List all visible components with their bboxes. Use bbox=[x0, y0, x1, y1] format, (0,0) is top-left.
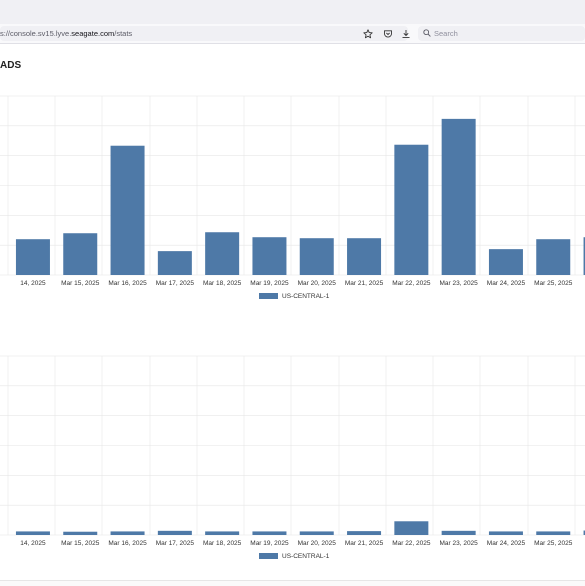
x-tick-label: 14, 2025 bbox=[20, 280, 46, 287]
bar[interactable] bbox=[394, 144, 429, 275]
x-tick-label: Mar 20, 2025 bbox=[298, 280, 337, 287]
bar[interactable] bbox=[536, 239, 571, 275]
bar[interactable] bbox=[63, 531, 98, 535]
bar[interactable] bbox=[15, 239, 50, 275]
browser-tab-strip bbox=[0, 0, 585, 24]
url-prefix: s://console.sv15.lyve. bbox=[0, 29, 72, 38]
legend-swatch bbox=[259, 553, 278, 559]
bar[interactable] bbox=[252, 531, 287, 535]
bar[interactable] bbox=[157, 251, 192, 275]
address-bar[interactable]: s://console.sv15.lyve.seagate.com/stats bbox=[0, 26, 408, 41]
x-tick-label: Mar 15, 2025 bbox=[61, 540, 100, 547]
x-tick-label: Mar 19, 2025 bbox=[250, 280, 289, 287]
x-tick-label: Mar 20, 2025 bbox=[298, 540, 337, 547]
x-tick-label: Mar 16, 2025 bbox=[108, 540, 147, 547]
browser-toolbar: s://console.sv15.lyve.seagate.com/stats bbox=[0, 24, 585, 44]
x-tick-label: Mar 19, 2025 bbox=[250, 540, 289, 547]
x-tick-label: Mar 22, 2025 bbox=[392, 540, 431, 547]
chart-title: ADS bbox=[0, 60, 22, 71]
legend-swatch bbox=[259, 293, 278, 299]
x-tick-label: Mar 15, 2025 bbox=[61, 280, 100, 287]
bar[interactable] bbox=[110, 531, 145, 535]
bar[interactable] bbox=[347, 531, 382, 535]
legend-label: US-CENTRAL-1 bbox=[282, 293, 330, 300]
grid-lines bbox=[0, 355, 585, 536]
x-tick-label: Mar 17, 2025 bbox=[156, 280, 195, 287]
bar[interactable] bbox=[252, 237, 287, 275]
url-host: seagate.com bbox=[71, 29, 115, 38]
bar[interactable] bbox=[347, 238, 382, 275]
secondary-bar-chart: 14, 2025 Mar 15, 2025 Mar 16, 2025 Mar 17, … bbox=[0, 355, 585, 560]
x-tick-label: Mar 23, 2025 bbox=[439, 280, 478, 287]
legend[interactable]: US-CENTRAL-1 bbox=[259, 293, 330, 300]
bar[interactable] bbox=[488, 249, 523, 275]
bar[interactable] bbox=[536, 531, 571, 535]
pocket-icon[interactable] bbox=[381, 26, 395, 41]
x-tick-label: Mar 17, 2025 bbox=[156, 540, 195, 547]
x-tick-label: Mar 21, 2025 bbox=[345, 540, 384, 547]
x-tick-label: Mar 24, 2025 bbox=[487, 540, 526, 547]
x-tick-label: 14, 2025 bbox=[20, 540, 46, 547]
bookmark-star-icon[interactable] bbox=[361, 26, 375, 41]
downloads-bar-chart: 14, 2025 Mar 15, 2025 Mar 16, 2025 Mar 17, … bbox=[0, 95, 585, 300]
x-tick-label: Mar 23, 2025 bbox=[439, 540, 478, 547]
bar[interactable] bbox=[299, 531, 334, 535]
bar[interactable] bbox=[63, 233, 98, 275]
x-tick-label: Mar 25, 2025 bbox=[534, 540, 573, 547]
bar[interactable] bbox=[441, 530, 476, 535]
x-tick-label: Mar 25, 2025 bbox=[534, 280, 573, 287]
bar[interactable] bbox=[205, 531, 240, 535]
bar[interactable] bbox=[441, 118, 476, 275]
search-icon bbox=[423, 29, 431, 37]
bar[interactable] bbox=[488, 531, 523, 535]
search-input[interactable] bbox=[434, 26, 574, 41]
bar[interactable] bbox=[583, 237, 585, 275]
bar[interactable] bbox=[583, 530, 585, 535]
x-tick-label: Mar 18, 2025 bbox=[203, 540, 242, 547]
bar[interactable] bbox=[15, 531, 50, 535]
bar[interactable] bbox=[394, 521, 429, 535]
download-icon[interactable] bbox=[399, 26, 413, 41]
x-tick-label: Mar 16, 2025 bbox=[108, 280, 147, 287]
bar[interactable] bbox=[299, 238, 334, 275]
bar[interactable] bbox=[157, 530, 192, 535]
grid-lines bbox=[0, 95, 585, 276]
x-tick-label: Mar 21, 2025 bbox=[345, 280, 384, 287]
x-tick-label: Mar 18, 2025 bbox=[203, 280, 242, 287]
search-box[interactable] bbox=[418, 26, 585, 41]
bar[interactable] bbox=[205, 232, 240, 275]
page-footer bbox=[0, 580, 585, 586]
x-tick-label: Mar 24, 2025 bbox=[487, 280, 526, 287]
legend[interactable]: US-CENTRAL-1 bbox=[259, 553, 330, 560]
x-tick-label: Mar 22, 2025 bbox=[392, 280, 431, 287]
bar[interactable] bbox=[110, 145, 145, 275]
legend-label: US-CENTRAL-1 bbox=[282, 553, 330, 560]
url-path: /stats bbox=[114, 29, 133, 38]
